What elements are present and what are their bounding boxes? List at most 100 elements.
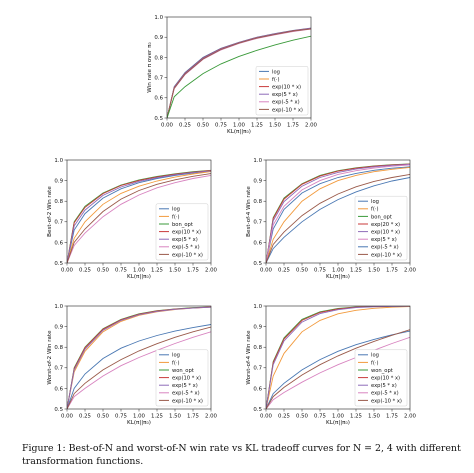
series-line-unnamed-6 xyxy=(167,35,311,118)
series-line-exp-5-x- xyxy=(67,174,211,263)
x-tick-label: 0.25 xyxy=(79,268,91,274)
x-tick-label: 1.00 xyxy=(332,414,345,420)
x-tick-label: 0.75 xyxy=(314,268,326,274)
legend-label: exp(-10 * x) xyxy=(172,398,203,404)
y-tick-label: 0.7 xyxy=(54,366,63,372)
x-tick-label: 0.25 xyxy=(278,268,290,274)
series-line-exp-20-x- xyxy=(266,163,410,263)
y-tick-label: 0.9 xyxy=(253,179,262,185)
series-line-exp-5-x- xyxy=(67,170,211,263)
series-line-exp-10-x- xyxy=(266,163,410,263)
chart-best2: 0.00 0.25 0.50 0.75 1.00 1.25 1.50 1.75 2.00 0.5 0… xyxy=(47,158,218,280)
x-tick-label: 1.75 xyxy=(287,123,299,129)
y-axis-label: Best-of-2 Win rate xyxy=(47,186,53,237)
legend-box xyxy=(155,349,209,407)
x-tick-label: 1.25 xyxy=(151,268,163,274)
x-tick-label: 1.50 xyxy=(169,268,182,274)
x-tick-label: 0.00 xyxy=(161,123,174,129)
x-axis-label: KL(π||π₀) xyxy=(326,420,350,426)
series-line-log xyxy=(67,324,211,409)
legend-label: f(·) xyxy=(172,214,180,220)
y-tick-label: 0.5 xyxy=(54,407,63,413)
x-tick-label: 0.25 xyxy=(278,414,290,420)
legend-label: exp(5 * x) xyxy=(172,383,198,389)
legend-label: exp(10 * x) xyxy=(371,376,400,382)
legend-label: won_opt xyxy=(172,368,194,374)
legend-label: exp(10 * x) xyxy=(272,85,301,91)
y-tick-label: 0.6 xyxy=(253,386,262,392)
y-tick-label: 0.6 xyxy=(54,240,63,246)
series-group xyxy=(167,27,311,118)
y-tick-label: 0.7 xyxy=(253,220,262,226)
legend-label: log xyxy=(371,199,379,205)
series-line-exp-5-x- xyxy=(266,164,410,263)
x-tick-label: 0.75 xyxy=(115,268,127,274)
series-line-f- xyxy=(266,166,410,263)
x-tick-label: 1.75 xyxy=(386,414,398,420)
x-tick-label: 0.00 xyxy=(260,414,273,420)
y-tick-label: 0.9 xyxy=(54,179,63,185)
legend-box xyxy=(155,203,209,261)
series-group xyxy=(67,306,211,409)
x-tick-label: 0.50 xyxy=(97,268,110,274)
x-tick-label: 1.25 xyxy=(251,123,263,129)
series-line-exp-5-x- xyxy=(266,306,410,409)
y-axis-label: Worst-of-4 Win rate xyxy=(246,330,252,385)
series-line-f- xyxy=(266,306,410,409)
legend-label: exp(-10 * x) xyxy=(172,252,203,258)
legend-label: f(·) xyxy=(371,360,379,366)
x-tick-label: 1.25 xyxy=(350,414,362,420)
chart-top: 0.00 0.25 0.50 0.75 1.00 1.25 1.50 1.75 2.00 0.5 0… xyxy=(147,15,318,135)
y-tick-label: 0.8 xyxy=(253,345,262,351)
x-tick-label: 2.00 xyxy=(404,268,417,274)
legend-label: f(·) xyxy=(371,207,379,213)
y-tick-label: 1.0 xyxy=(54,304,63,310)
legend-label: won_opt xyxy=(371,368,393,374)
legend-label: log xyxy=(172,353,180,359)
x-tick-label: 2.00 xyxy=(205,414,218,420)
y-tick-label: 0.8 xyxy=(154,55,163,61)
y-tick-label: 0.7 xyxy=(154,76,163,82)
legend-label: exp(5 * x) xyxy=(371,383,397,389)
series-line-exp-10-x- xyxy=(167,28,311,118)
series-line-exp-5-x- xyxy=(266,336,410,409)
legend-label: bon_opt xyxy=(172,222,193,228)
x-tick-label: 2.00 xyxy=(305,123,318,129)
y-tick-label: 0.6 xyxy=(253,240,262,246)
legend-label: exp(-5 * x) xyxy=(172,391,200,397)
x-tick-label: 0.00 xyxy=(260,268,273,274)
x-tick-label: 1.25 xyxy=(151,414,163,420)
legend-label: log xyxy=(172,207,180,213)
y-tick-label: 1.0 xyxy=(253,158,262,164)
legend-label: exp(5 * x) xyxy=(172,237,198,243)
series-line-exp-5-x- xyxy=(67,306,211,409)
x-tick-label: 0.50 xyxy=(296,414,309,420)
y-tick-label: 0.7 xyxy=(54,220,63,226)
x-axis-label: KL(π||π₀) xyxy=(127,420,151,426)
series-group xyxy=(67,169,211,263)
x-tick-label: 1.75 xyxy=(187,414,199,420)
x-tick-label: 0.00 xyxy=(61,268,74,274)
caption-label: Figure 1: xyxy=(22,443,66,454)
figure-caption: Figure 1: Best-of-N and worst-of-N win r… xyxy=(22,443,462,468)
x-tick-label: 1.75 xyxy=(187,268,199,274)
caption-text: Best-of-N and worst-of-N win rate vs KL … xyxy=(22,443,461,467)
x-tick-label: 1.50 xyxy=(368,268,381,274)
series-line-log xyxy=(266,330,410,409)
y-tick-label: 0.8 xyxy=(54,199,63,205)
x-tick-label: 2.00 xyxy=(205,268,218,274)
legend-label: exp(-10 * x) xyxy=(272,107,303,113)
legend-label: exp(5 * x) xyxy=(272,92,298,98)
legend-box xyxy=(354,349,408,407)
x-tick-label: 0.75 xyxy=(314,414,326,420)
x-tick-label: 1.50 xyxy=(169,414,182,420)
legend-label: exp(-5 * x) xyxy=(172,245,200,251)
y-tick-label: 0.6 xyxy=(54,386,63,392)
series-line-log xyxy=(67,170,211,263)
y-axis-label: Best-of-4 Win rate xyxy=(246,186,252,237)
x-tick-label: 1.75 xyxy=(386,268,398,274)
y-tick-label: 1.0 xyxy=(253,304,262,310)
